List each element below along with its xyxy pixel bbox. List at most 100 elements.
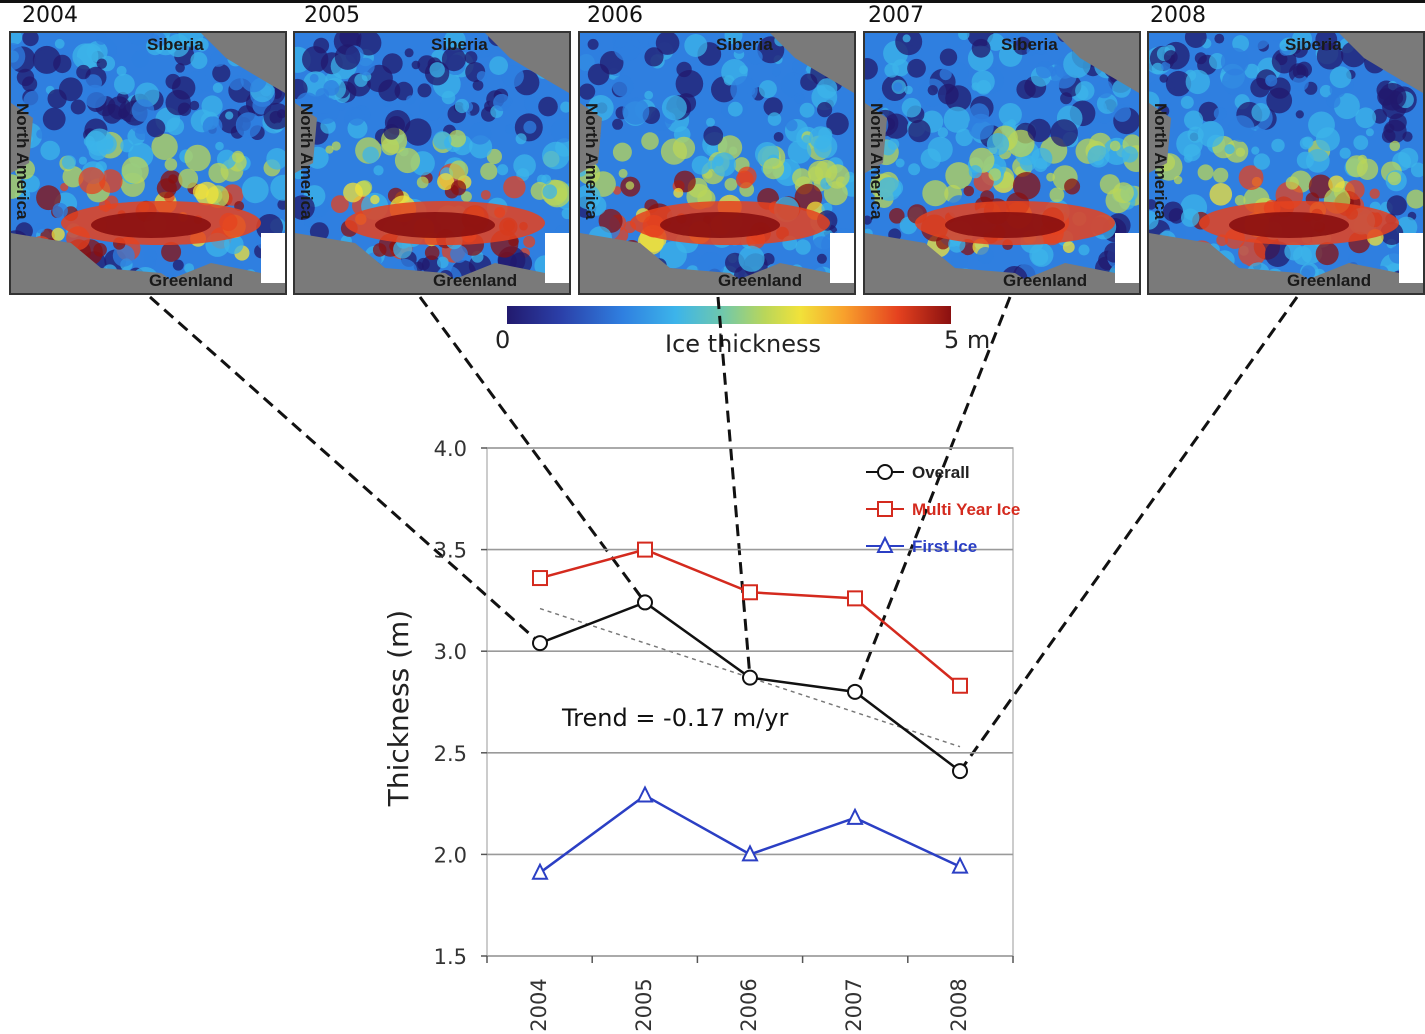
map-cell	[1402, 131, 1413, 142]
map-cell	[763, 97, 783, 117]
map-cell	[802, 134, 812, 144]
map-cell	[1214, 33, 1225, 44]
map-cell	[1416, 207, 1423, 216]
ice-thickness-map: Siberia North America Greenland	[293, 31, 571, 295]
data-point-multi-year-ice	[952, 677, 968, 694]
map-cell	[730, 76, 758, 104]
map-cell	[986, 133, 1010, 156]
map-cell	[78, 167, 106, 195]
map-cell	[772, 67, 781, 77]
map-cell	[1251, 146, 1260, 155]
siberia-label: Siberia	[147, 35, 204, 54]
map-thickest-ice	[1229, 212, 1349, 238]
map-cell	[1062, 241, 1075, 254]
map-cell	[998, 103, 1022, 127]
map-cell	[464, 51, 478, 64]
map-cell	[1265, 74, 1278, 87]
map-image	[1149, 33, 1423, 293]
map-cell	[78, 156, 87, 165]
map-cell	[618, 168, 628, 178]
map-cell	[1315, 242, 1339, 266]
x-tick-label: 2006	[737, 978, 761, 1031]
map-land-north-america	[11, 103, 33, 173]
map-cell	[263, 102, 285, 130]
map-cell	[266, 148, 285, 170]
map-cell	[497, 164, 509, 176]
map-cell	[489, 56, 508, 75]
map-cell	[622, 97, 650, 125]
map-cell	[212, 64, 231, 83]
map-cell	[1292, 65, 1306, 79]
map-cell	[1029, 242, 1054, 267]
map-cell	[598, 208, 623, 233]
map-cell	[1185, 69, 1210, 95]
map-cell	[661, 95, 687, 121]
legend-marker-overall	[877, 464, 893, 480]
map-image	[11, 33, 285, 293]
map-cell	[1387, 171, 1402, 186]
map-cell	[1034, 42, 1047, 55]
map-cell	[939, 48, 958, 66]
map-cell	[83, 84, 107, 109]
map-land-archipelago	[580, 233, 760, 293]
map-cell	[1060, 92, 1073, 105]
map-cell	[325, 145, 334, 154]
map-cell	[441, 47, 466, 72]
north-america-label: North America	[867, 103, 886, 220]
map-cell	[99, 169, 123, 193]
map-cell	[437, 256, 449, 269]
legend-label-multi-year-ice: Multi Year Ice	[912, 500, 1020, 519]
ice-thickness-map: Siberia North America Greenland	[578, 31, 856, 295]
y-tick-label: 2.5	[434, 742, 467, 766]
greenland-label: Greenland	[1003, 271, 1088, 290]
map-cell	[416, 176, 429, 189]
map-land-siberia	[485, 33, 569, 93]
map-cell	[450, 180, 467, 196]
map-cell	[580, 83, 596, 100]
map-cell	[356, 33, 382, 56]
colorbar-min-label: 0	[495, 326, 511, 354]
ice-thickness-map: Siberia North America Greenland	[1147, 31, 1425, 295]
map-cell	[1244, 63, 1260, 79]
map-cell	[234, 201, 245, 211]
map-cell	[1232, 35, 1249, 52]
map-cell	[1279, 39, 1291, 52]
map-cell	[312, 97, 340, 124]
map-cell	[370, 194, 380, 205]
map-cell	[1369, 188, 1380, 199]
map-cell	[1173, 175, 1183, 185]
map-cell	[1029, 33, 1043, 40]
map-cell	[461, 191, 472, 203]
map-cell	[785, 119, 798, 132]
map-cell	[210, 50, 227, 67]
map-cell	[794, 92, 805, 104]
map-cell	[1016, 79, 1036, 100]
map-cell	[270, 174, 285, 201]
map-cell	[448, 130, 466, 148]
map-cell	[121, 156, 149, 184]
greenland-label: Greenland	[433, 271, 518, 290]
map-cell	[1329, 66, 1352, 89]
map-cell	[945, 162, 973, 190]
map-cell	[825, 164, 850, 189]
map-cell	[228, 75, 244, 91]
ice-thickness-map: Siberia North America Greenland	[9, 31, 287, 295]
map-cell	[673, 187, 684, 198]
map-cell	[1378, 83, 1407, 111]
map-cell	[184, 144, 211, 172]
greenland-label: Greenland	[718, 271, 803, 290]
map-cell	[560, 101, 569, 113]
map-land-north-america	[1149, 103, 1171, 173]
map-cell	[11, 33, 23, 45]
map-cell	[815, 136, 832, 153]
map-cell	[988, 168, 1002, 181]
y-tick-label: 1.5	[434, 945, 467, 969]
map-cell	[735, 170, 754, 189]
map-cell	[1078, 244, 1090, 256]
greenland-label: Greenland	[149, 271, 234, 290]
map-cell	[1348, 251, 1365, 268]
map-cell	[727, 101, 743, 117]
map-cell	[72, 43, 99, 70]
map-cell	[884, 63, 899, 78]
